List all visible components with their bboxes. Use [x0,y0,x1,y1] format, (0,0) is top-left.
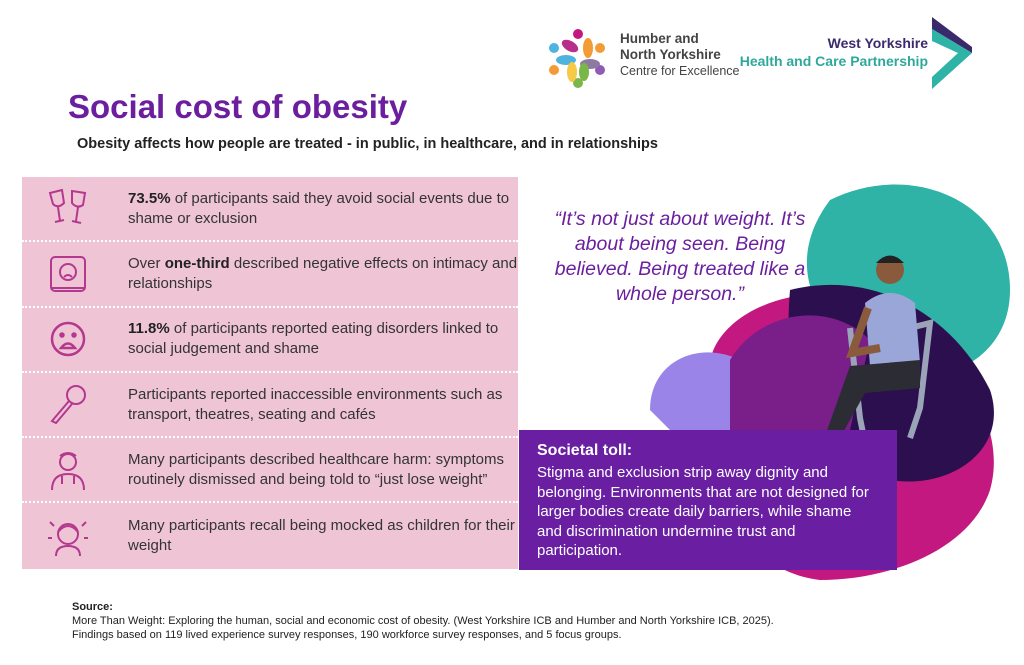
wy-logo-text: West Yorkshire Health and Care Partnersh… [700,34,928,70]
finding-text: Over [128,254,165,272]
finding-highlight: one-third [164,254,230,272]
finding-text: of participants reported eating disorder… [128,320,499,358]
finding-highlight: 11.8% [128,320,170,338]
microphone-icon [50,384,86,424]
source-details: Findings based on 119 lived experience s… [72,629,622,641]
finding-text: Many participants described healthcare h… [128,450,504,488]
finding-item: 73.5% of participants said they avoid so… [22,177,518,243]
findings-panel: 73.5% of participants said they avoid so… [22,177,518,569]
finding-item: Many participants described healthcare h… [22,438,518,504]
logo-line: Humber and [620,31,699,46]
stressed-child-icon [48,521,88,557]
finding-highlight: 73.5% [128,189,171,207]
logo-line: Centre for Excellence [620,64,740,78]
finding-text: Many participants recall being mocked as… [128,517,515,555]
doctor-icon [51,451,85,490]
source-citation: More Than Weight: Exploring the human, s… [72,615,774,627]
wine-glasses-icon [48,188,87,224]
finding-item: Many participants recall being mocked as… [22,503,518,568]
logo-line: North Yorkshire [620,47,721,62]
distressed-face-icon [50,321,86,357]
finding-text: of participants said they avoid social e… [128,189,510,227]
finding-text: described negative effects on intimacy a… [128,254,518,292]
toll-body: Stigma and exclusion strip away dignity … [537,464,869,559]
sad-person-icon [50,255,86,292]
hny-logo-text: Humber and North Yorkshire Centre for Ex… [620,31,740,79]
quote: “It’s not just about weight. It’s about … [554,208,806,305]
toll-heading: Societal toll: [537,442,633,459]
finding-item: Participants reported inaccessible envir… [22,373,518,439]
finding-text: Participants reported inaccessible envir… [128,385,503,423]
page-subtitle: Obesity affects how people are treated -… [77,136,658,152]
source-note: Source: More Than Weight: Exploring the … [72,600,774,642]
source-label: Source: [72,601,113,613]
finding-item: 11.8% of participants reported eating di… [22,308,518,373]
finding-item: Over one-third described negative effect… [22,242,518,308]
societal-toll-box: Societal toll: Stigma and exclusion stri… [519,430,897,570]
wy-chevron-icon [932,17,972,89]
page-title: Social cost of obesity [68,88,408,125]
logo-line: West Yorkshire [827,35,928,51]
logo-line: Health and Care Partnership [739,53,928,69]
hny-logo-icon [549,29,605,88]
